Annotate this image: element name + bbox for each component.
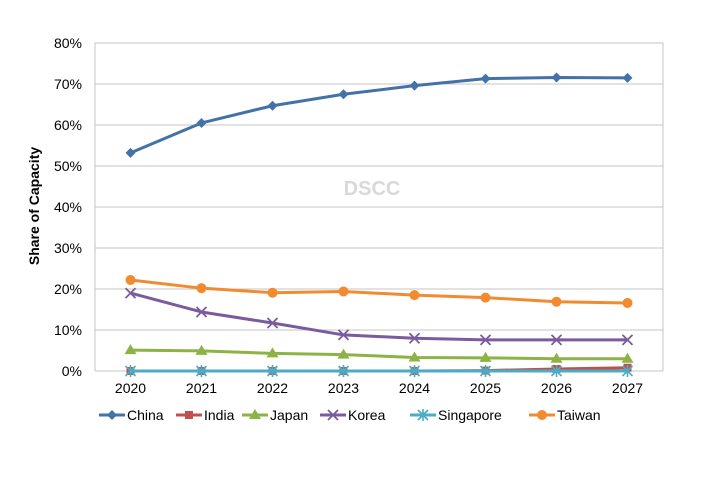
y-tick-label: 70%	[54, 76, 82, 92]
series-line	[130, 278, 628, 305]
y-axis-ticks: 0% 10% 20% 30% 40% 50% 60% 70% 80%	[54, 35, 82, 379]
data-point	[409, 290, 420, 301]
data-point	[537, 410, 547, 420]
data-point	[480, 292, 491, 303]
y-tick-label: 10%	[54, 322, 82, 338]
legend-item-japan: Japan	[242, 407, 308, 423]
data-point	[196, 117, 207, 128]
series-line	[130, 348, 628, 361]
data-point	[125, 147, 136, 158]
data-point	[337, 365, 350, 377]
y-tick-label: 20%	[54, 281, 82, 297]
x-tick-label: 2025	[470, 380, 501, 396]
data-point	[327, 409, 339, 421]
series-taiwan	[125, 274, 633, 308]
data-point	[124, 365, 137, 377]
y-tick-label: 50%	[54, 158, 82, 174]
data-point	[621, 352, 634, 363]
legend-label: China	[127, 407, 164, 423]
data-point	[622, 297, 633, 308]
gridlines	[94, 42, 664, 372]
legend-item-china: China	[99, 407, 164, 423]
legend-label: Korea	[348, 407, 386, 423]
data-point	[267, 100, 278, 111]
x-tick-label: 2024	[399, 380, 430, 396]
data-point	[196, 283, 207, 294]
series-china	[125, 72, 633, 158]
data-point	[621, 365, 634, 377]
data-point	[337, 329, 350, 341]
data-point	[550, 352, 563, 363]
y-axis-label: Share of Capacity	[26, 147, 42, 265]
legend-item-taiwan: Taiwan	[529, 407, 601, 423]
data-point	[195, 344, 208, 355]
x-tick-label: 2022	[257, 380, 288, 396]
data-point	[408, 365, 421, 377]
data-point	[267, 287, 278, 298]
data-point	[266, 365, 279, 377]
data-point	[124, 287, 137, 299]
data-point	[622, 72, 633, 83]
data-point	[195, 306, 208, 318]
data-point	[621, 334, 634, 346]
y-tick-label: 0%	[62, 363, 82, 379]
legend: China India Japan Korea Singapore Taiwan	[99, 407, 601, 423]
y-tick-label: 40%	[54, 199, 82, 215]
x-tick-label: 2020	[115, 380, 146, 396]
data-point	[338, 286, 349, 297]
data-point	[195, 365, 208, 377]
data-point	[479, 351, 492, 362]
legend-label: India	[204, 407, 235, 423]
x-tick-label: 2021	[186, 380, 217, 396]
data-point	[550, 334, 563, 346]
data-point	[551, 296, 562, 307]
data-point	[266, 347, 279, 358]
legend-item-india: India	[176, 407, 235, 423]
data-point	[337, 348, 350, 359]
data-point	[249, 409, 261, 419]
data-point	[551, 72, 562, 83]
legend-label: Taiwan	[557, 407, 601, 423]
data-point	[480, 73, 491, 84]
data-point	[408, 351, 421, 362]
watermark: DSCC	[344, 178, 401, 200]
data-point	[338, 89, 349, 100]
legend-label: Japan	[270, 407, 308, 423]
series-singapore	[124, 365, 634, 377]
series-group	[124, 72, 634, 377]
data-point	[409, 80, 420, 91]
data-point	[408, 332, 421, 344]
data-point	[479, 334, 492, 346]
x-tick-label: 2023	[328, 380, 359, 396]
x-tick-label: 2026	[541, 380, 572, 396]
legend-item-korea: Korea	[320, 407, 386, 423]
y-tick-label: 60%	[54, 117, 82, 133]
series-korea	[124, 287, 634, 346]
series-line	[130, 291, 628, 342]
legend-label: Singapore	[438, 407, 502, 423]
data-point	[107, 410, 117, 420]
x-tick-label: 2027	[612, 380, 643, 396]
data-point	[550, 365, 563, 377]
data-point	[124, 344, 137, 355]
y-tick-label: 30%	[54, 240, 82, 256]
x-axis-ticks: 2020 2021 2022 2023 2024 2025 2026 2027	[115, 380, 643, 396]
legend-item-singapore: Singapore	[410, 407, 502, 423]
series-japan	[124, 344, 634, 363]
data-point	[266, 317, 279, 329]
data-point	[417, 409, 429, 421]
data-point	[185, 411, 193, 419]
data-point	[125, 274, 136, 285]
data-point	[479, 365, 492, 377]
y-tick-label: 80%	[54, 35, 82, 51]
series-line	[129, 75, 628, 155]
